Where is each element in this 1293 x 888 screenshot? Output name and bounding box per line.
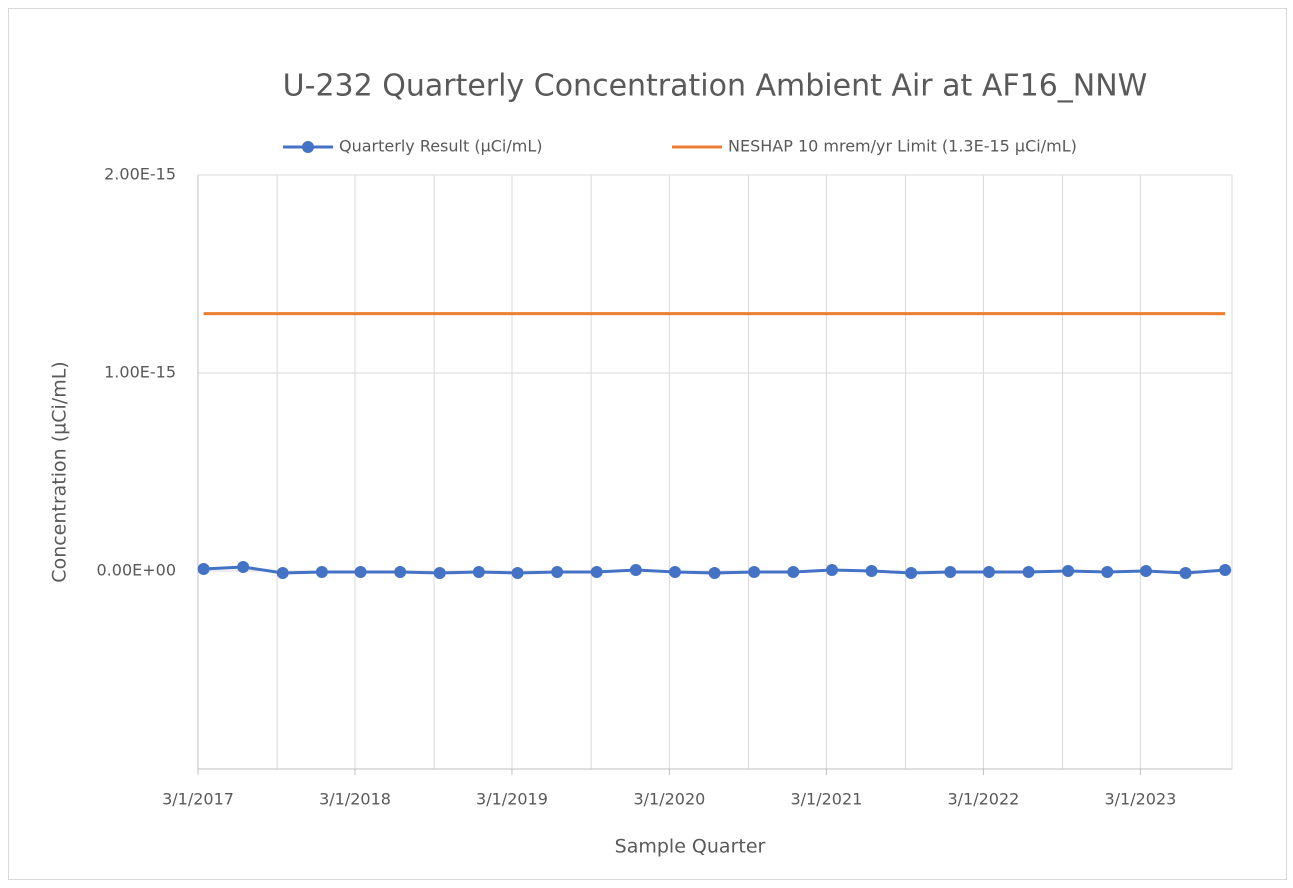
x-tick-label: 3/1/2022 [947, 790, 1019, 809]
data-point [668, 565, 681, 578]
data-point [1139, 565, 1152, 577]
data-point [1179, 566, 1192, 579]
data-point [787, 565, 800, 578]
data-point [237, 561, 250, 574]
y-tick-label: 1.00E-15 [104, 363, 176, 382]
x-tick-label: 3/1/2017 [162, 790, 234, 809]
y-tick-label: 2.00E-15 [104, 165, 176, 184]
x-tick-label: 3/1/2023 [1104, 790, 1176, 809]
data-point [708, 566, 721, 579]
x-tick-label: 3/1/2019 [476, 790, 548, 809]
data-point [865, 565, 878, 577]
legend-marker [302, 141, 314, 153]
legend-label: NESHAP 10 mrem/yr Limit (1.3E-15 µCi/mL) [728, 137, 1077, 156]
data-point [276, 566, 289, 579]
data-point [1219, 564, 1232, 577]
chart-border [8, 8, 1287, 880]
data-point [748, 565, 761, 578]
data-point [197, 563, 210, 576]
data-point [825, 564, 838, 577]
data-point [433, 566, 446, 579]
data-point [472, 565, 485, 578]
x-tick-label: 3/1/2018 [319, 790, 391, 809]
data-point [354, 565, 367, 578]
legend-label: Quarterly Result (µCi/mL) [339, 137, 543, 156]
x-axis-title: Sample Quarter [615, 836, 766, 858]
y-axis-title: Concentration (µCi/mL) [49, 361, 71, 582]
data-point [944, 565, 957, 578]
y-tick-label: 0.00E+00 [97, 561, 177, 580]
data-point [1022, 565, 1035, 578]
data-point [315, 565, 328, 578]
data-point [590, 565, 603, 578]
data-point [905, 566, 918, 579]
x-tick-label: 3/1/2020 [633, 790, 705, 809]
data-point [394, 565, 407, 578]
data-point [982, 565, 995, 578]
data-point [1101, 565, 1114, 578]
data-point [511, 566, 524, 579]
data-point [551, 565, 564, 578]
data-point [629, 564, 642, 577]
x-tick-label: 3/1/2021 [790, 790, 862, 809]
data-point [1062, 565, 1075, 577]
chart-title: U-232 Quarterly Concentration Ambient Ai… [283, 69, 1148, 104]
